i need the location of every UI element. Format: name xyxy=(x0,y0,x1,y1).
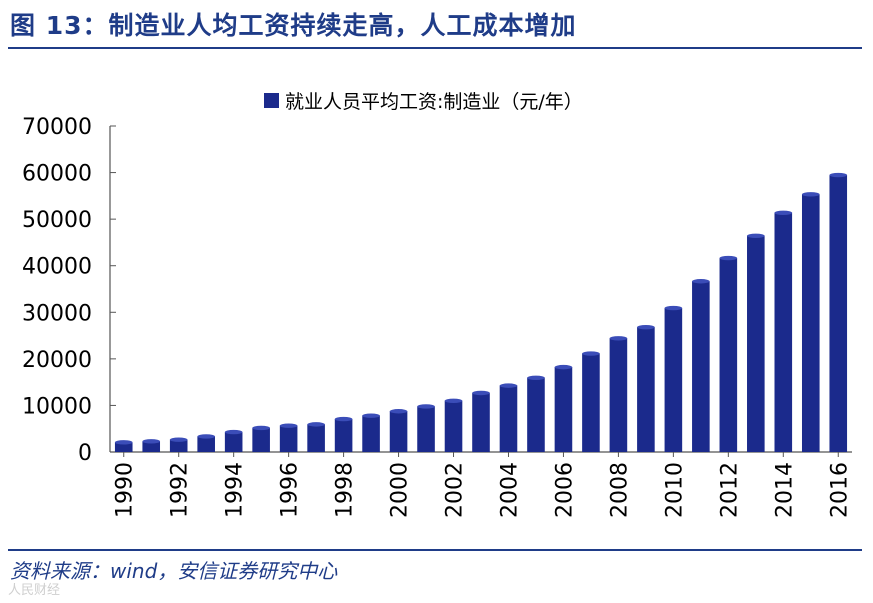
x-tick-label: 1998 xyxy=(333,462,358,518)
bar xyxy=(692,281,710,452)
bar xyxy=(417,406,435,452)
watermark-text: 人民财经 xyxy=(8,583,61,598)
bar xyxy=(114,442,133,452)
source-note: 资料来源：wind，安信证券研究中心 xyxy=(10,559,338,583)
y-tick-label: 30000 xyxy=(22,301,92,326)
bar xyxy=(637,327,655,452)
bar-top-cap xyxy=(499,383,518,388)
bar-top-cap xyxy=(417,404,435,409)
bar xyxy=(664,308,683,452)
y-tick-label: 70000 xyxy=(22,115,92,140)
x-tick-label: 2010 xyxy=(662,462,687,518)
x-tick-label: 1996 xyxy=(278,462,303,518)
bar-top-cap xyxy=(801,192,820,197)
bar-top-cap xyxy=(582,351,600,356)
bar-top-cap xyxy=(609,336,628,341)
bar-top-cap xyxy=(554,364,573,370)
bar xyxy=(582,353,600,452)
bar-top-cap xyxy=(637,324,655,330)
bar-top-cap xyxy=(252,425,270,431)
y-tick-label: 60000 xyxy=(22,162,92,187)
bar xyxy=(801,194,820,452)
x-tick-label: 2012 xyxy=(717,462,742,518)
bar xyxy=(829,175,848,452)
bar-top-cap xyxy=(279,423,298,428)
x-tick-label: 2016 xyxy=(827,462,852,518)
bar-top-cap xyxy=(829,172,848,178)
bar-top-cap xyxy=(197,434,215,439)
bar xyxy=(499,385,518,452)
bar xyxy=(334,419,353,452)
y-tick-label: 10000 xyxy=(22,394,92,419)
y-tick-label: 50000 xyxy=(22,208,92,233)
x-tick-label: 2000 xyxy=(388,462,413,518)
bar-top-cap xyxy=(747,233,765,238)
bar-top-cap xyxy=(334,416,353,422)
legend-label: 就业人员平均工资:制造业（元/年） xyxy=(285,91,583,113)
x-tick-label: 1994 xyxy=(223,462,248,518)
x-tick-label: 2004 xyxy=(497,462,522,518)
bar xyxy=(142,441,161,452)
bar xyxy=(747,235,765,452)
bar xyxy=(224,432,243,452)
bar-top-cap xyxy=(169,437,188,442)
bar xyxy=(774,212,793,452)
x-tick-label: 1992 xyxy=(168,462,193,518)
bar-top-cap xyxy=(774,210,793,215)
bar xyxy=(554,367,573,452)
bar-chart: 就业人员平均工资:制造业（元/年） 0 10000 20000 30000 40000 50… xyxy=(22,91,852,518)
bar-top-cap xyxy=(719,255,738,261)
bar-top-cap xyxy=(307,422,325,427)
bar-top-cap xyxy=(444,398,463,403)
bar-top-cap xyxy=(114,440,133,445)
bar xyxy=(307,424,325,452)
bar xyxy=(527,377,545,452)
bar xyxy=(609,338,628,452)
x-tick-label: 2008 xyxy=(607,462,632,518)
y-tick-label: 40000 xyxy=(22,255,92,280)
x-tick-label: 1990 xyxy=(113,462,138,518)
source-divider xyxy=(8,549,862,551)
x-tick-label: 2014 xyxy=(772,462,797,518)
bar-top-cap xyxy=(692,279,710,284)
bar-top-cap xyxy=(224,429,243,435)
bar xyxy=(169,439,188,452)
bar xyxy=(719,258,738,452)
bar xyxy=(389,411,408,452)
bar-top-cap xyxy=(362,413,380,418)
y-tick-label: 20000 xyxy=(22,348,92,373)
bar-top-cap xyxy=(142,439,161,444)
bar xyxy=(472,392,490,452)
title-underline xyxy=(8,47,862,49)
bar xyxy=(279,425,298,452)
bar-top-cap xyxy=(664,305,683,311)
bar-top-cap xyxy=(389,409,408,414)
y-tick-label: 0 xyxy=(78,441,92,466)
bar xyxy=(252,427,270,452)
bar xyxy=(362,415,380,452)
bar-top-cap xyxy=(527,375,545,380)
figure-title: 图 13：制造业人均工资持续走高，人工成本增加 xyxy=(10,11,577,40)
x-tick-label: 2006 xyxy=(552,462,577,518)
bar xyxy=(444,400,463,452)
bar-top-cap xyxy=(472,390,490,396)
bar xyxy=(197,436,215,452)
legend-swatch xyxy=(264,93,279,108)
x-tick-label: 2002 xyxy=(443,462,468,518)
